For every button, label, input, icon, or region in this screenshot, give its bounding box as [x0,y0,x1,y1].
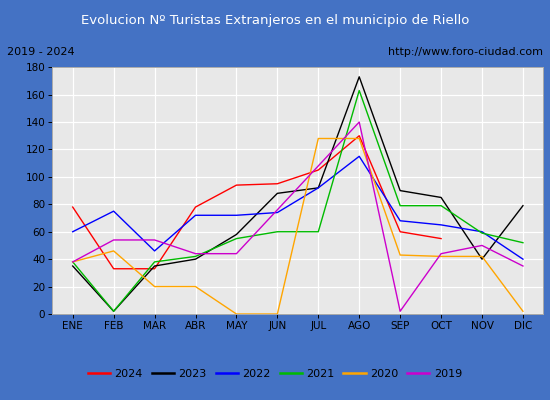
Text: http://www.foro-ciudad.com: http://www.foro-ciudad.com [388,47,543,57]
Text: 2019 - 2024: 2019 - 2024 [7,47,75,57]
Legend: 2024, 2023, 2022, 2021, 2020, 2019: 2024, 2023, 2022, 2021, 2020, 2019 [84,364,466,383]
Text: Evolucion Nº Turistas Extranjeros en el municipio de Riello: Evolucion Nº Turistas Extranjeros en el … [81,14,469,27]
